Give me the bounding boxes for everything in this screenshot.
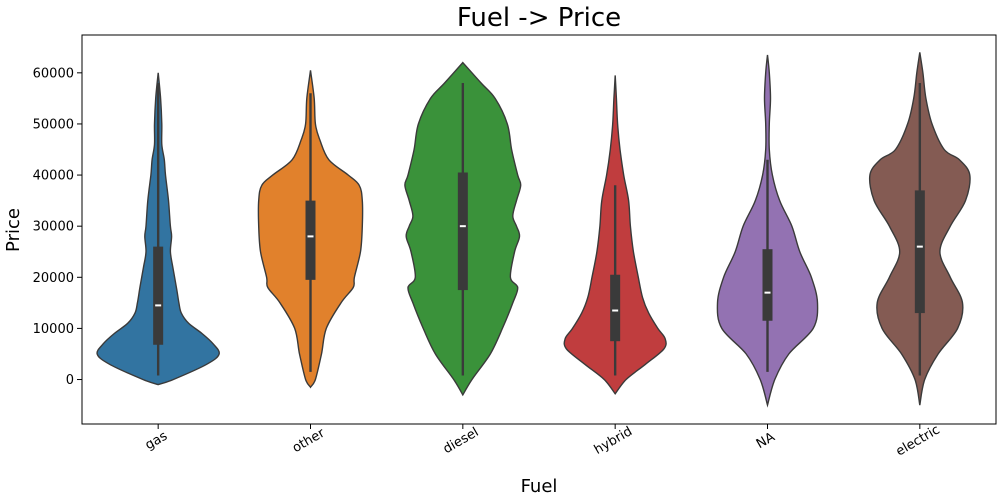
- boxes-layer: [153, 83, 925, 376]
- iqr-box-electric: [914, 190, 925, 314]
- y-axis: 0 10000 20000 30000 40000 50000 60000: [33, 66, 82, 388]
- y-tick-label: 30000: [33, 220, 74, 235]
- y-tick-label: 50000: [33, 117, 74, 132]
- x-tick-label: hybrid: [592, 424, 635, 458]
- y-tick-label: 60000: [33, 66, 74, 81]
- iqr-box-hybrid: [610, 274, 621, 342]
- x-axis: gas other diesel hybrid NA electric: [143, 422, 943, 459]
- y-tick-label: 0: [66, 373, 74, 388]
- x-tick-label: NA: [754, 430, 778, 452]
- violins-layer: [96, 52, 971, 408]
- x-tick-label: gas: [143, 429, 171, 454]
- iqr-box-diesel: [457, 172, 468, 291]
- iqr-box-gas: [153, 246, 164, 345]
- x-tick-label: other: [290, 425, 328, 456]
- x-axis-label: Fuel: [521, 476, 558, 497]
- chart-title: Fuel -> Price: [457, 3, 621, 33]
- x-tick-label: electric: [894, 422, 943, 459]
- y-axis-label: Price: [3, 208, 24, 252]
- iqr-box-na: [762, 249, 773, 321]
- plot-frame: [81, 34, 997, 425]
- iqr-box-other: [305, 200, 316, 280]
- x-tick-label: diesel: [441, 425, 482, 457]
- y-tick-label: 10000: [33, 322, 74, 337]
- y-tick-label: 40000: [33, 169, 74, 184]
- y-tick-label: 20000: [33, 271, 74, 286]
